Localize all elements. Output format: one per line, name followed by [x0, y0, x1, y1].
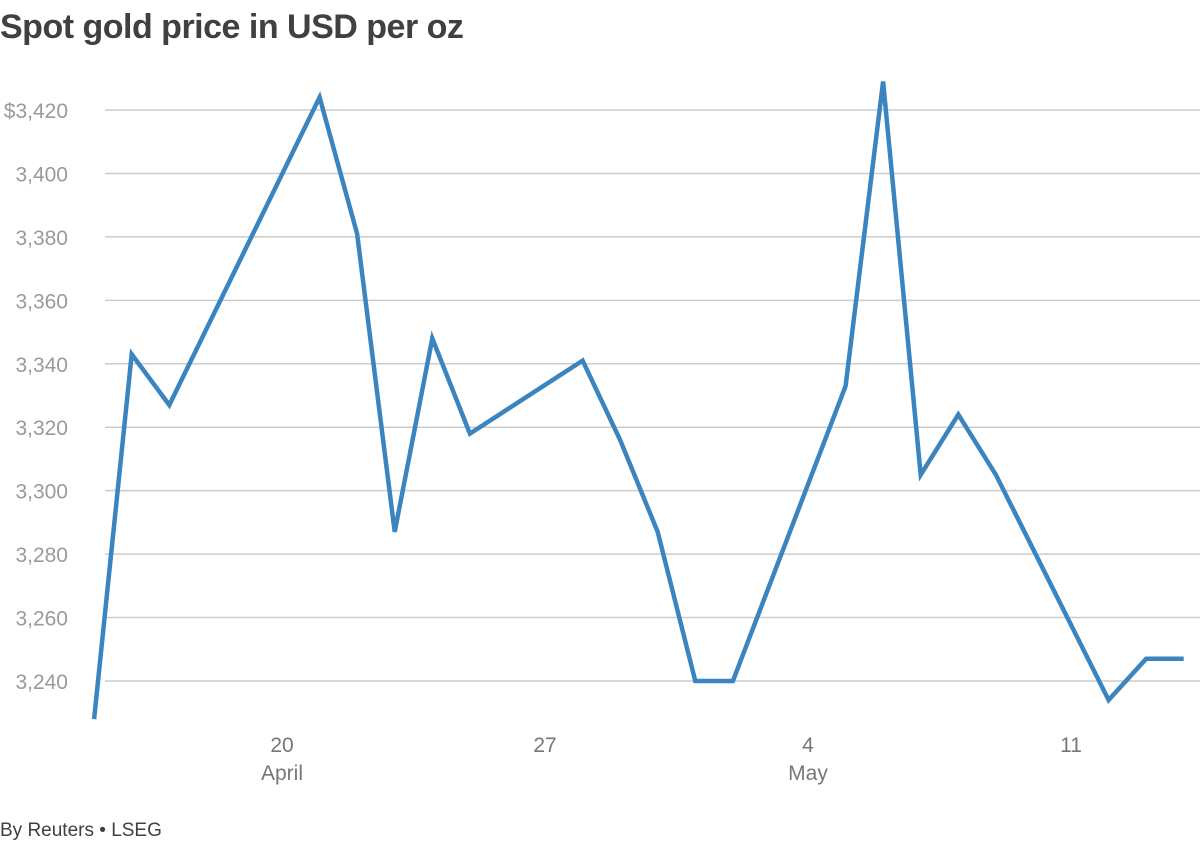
y-tick-label: 3,340: [15, 354, 68, 377]
chart-title: Spot gold price in USD per oz: [0, 8, 464, 46]
x-tick-label: 11: [1060, 734, 1082, 757]
y-tick-label: 3,400: [15, 163, 68, 186]
y-tick-label: 3,380: [15, 227, 68, 250]
chart-source: By Reuters • LSEG: [0, 820, 162, 841]
x-tick-label: 20: [270, 734, 293, 757]
y-tick-label: 3,260: [15, 608, 68, 631]
x-month-label: April: [261, 762, 303, 785]
x-month-label: May: [788, 762, 828, 785]
x-tick-label: 4: [802, 734, 814, 757]
y-tick-label: 3,360: [15, 290, 68, 313]
y-tick-label: $3,420: [4, 100, 68, 123]
series-line: [91, 81, 1184, 720]
y-tick-label: 3,240: [15, 671, 68, 694]
y-tick-label: 3,300: [15, 481, 68, 504]
y-tick-label: 3,280: [15, 544, 68, 567]
y-tick-label: 3,320: [15, 417, 68, 440]
x-tick-label: 27: [533, 734, 556, 757]
